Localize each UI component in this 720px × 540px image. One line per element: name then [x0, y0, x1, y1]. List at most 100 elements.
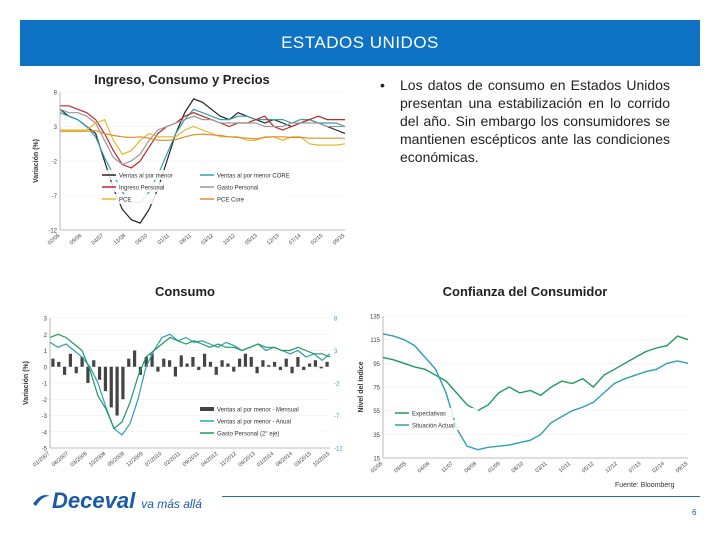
series-line	[60, 118, 346, 155]
y-tick-label: -1	[42, 382, 48, 388]
bar	[173, 366, 178, 377]
x-tick-label: 04/06	[417, 461, 431, 474]
legend-item: Ventas al por menor - Anual	[199, 416, 323, 426]
x-tick-label: 01/2014	[256, 451, 275, 468]
y-tick-label: 15	[373, 457, 380, 463]
bar	[51, 358, 55, 367]
bar	[185, 363, 189, 367]
series-line	[59, 108, 346, 203]
legend-item: PCE Core	[199, 194, 291, 204]
bar	[167, 360, 172, 367]
y2-tick-label: -2	[334, 382, 340, 388]
series-line	[60, 129, 345, 141]
bar	[74, 366, 78, 374]
x-tick-label: 03/2008	[70, 451, 89, 468]
x-tick-label: 03/2015	[294, 451, 313, 468]
bar	[132, 350, 137, 367]
x-tick-label: 05/13	[244, 233, 258, 246]
y-tick-label: 1	[44, 349, 48, 355]
y-tick-label: 2	[44, 333, 48, 339]
legend-bg	[101, 170, 193, 180]
bar	[319, 366, 323, 369]
x-tick-label: 09/15	[332, 233, 346, 246]
bar	[202, 353, 207, 367]
bar	[232, 366, 236, 372]
bar	[255, 366, 259, 374]
legend-bg	[199, 404, 323, 414]
y-axis-label: Nivel del índice	[358, 361, 365, 412]
x-tick-label: 04/07	[91, 233, 105, 246]
legend: Expectativas Situación Actual	[394, 408, 478, 430]
logo-slogan: va más allá	[141, 497, 202, 511]
legend-label: Situación Actual	[412, 424, 455, 430]
x-tick-label: 06/08	[464, 461, 478, 474]
legend-bg	[199, 416, 323, 426]
x-tick-label: 09/05	[393, 461, 407, 474]
y-tick-label: -3	[42, 414, 48, 420]
bar	[127, 358, 131, 367]
legend-item: Ventas al por menor - Mensual	[199, 404, 323, 414]
series-line	[60, 105, 345, 169]
x-tick-label: 09/15	[675, 461, 689, 474]
deceval-logo: Deceval va más allá	[30, 488, 202, 514]
legend-label: Gasto Personal	[217, 186, 258, 192]
logo-wordmark: Deceval	[52, 488, 136, 513]
chart-title: Consumo	[155, 284, 215, 299]
bar	[237, 358, 242, 367]
x-tick-label: 02/06	[47, 233, 61, 246]
legend-item: Gasto Personal (2° eje)	[199, 428, 323, 438]
legend-item: PCE	[101, 194, 193, 204]
legend-bg	[199, 170, 291, 180]
bar	[197, 366, 201, 370]
legend-item: Ingreso Personal	[101, 182, 193, 192]
x-tick-label: 03/12	[200, 233, 214, 246]
x-tick-label: 08/2007	[51, 451, 70, 468]
x-tick-label: 05/12	[581, 461, 595, 474]
consumption-chart: Consumo Variación (%) 3 2 1 0 -1 -2 -3 -4 -5 8 3 -2 -7…	[23, 284, 343, 468]
x-tick-label: 11/2012	[219, 451, 238, 468]
x-tick-label: 03/11	[534, 461, 548, 474]
bar	[68, 353, 73, 367]
x-tick-label: 10/11	[558, 461, 572, 474]
legend: Ventas al por menor Ventas al por menor C…	[101, 170, 291, 204]
bullet-text: Los datos de consumo en Estados Unidos p…	[400, 77, 670, 165]
bar	[156, 366, 160, 372]
legend-item: Gasto Personal	[199, 182, 291, 192]
legend-label: Ventas al por menor CORE	[217, 174, 290, 180]
bar	[249, 357, 253, 367]
bar	[162, 358, 166, 367]
y-axis-label: Variación (%)	[23, 361, 30, 405]
x-tick-label: 01/11	[157, 233, 171, 246]
x-tick-label: 12/13	[266, 233, 280, 246]
page-header: ESTADOS UNIDOS	[20, 20, 700, 66]
y-tick-label: -4	[42, 430, 48, 436]
bar	[103, 366, 108, 392]
bar	[80, 357, 84, 367]
bar	[62, 366, 67, 375]
legend-item: Ventas al por menor	[101, 170, 193, 180]
x-tick-label: 11/08	[113, 233, 127, 246]
x-tick-label: 12/2009	[126, 451, 145, 468]
x-tick-label: 07/2010	[144, 451, 163, 468]
x-tick-label: 02/05	[370, 461, 384, 474]
y2-tick-label: 8	[334, 317, 338, 323]
legend-bg	[199, 182, 291, 192]
legend-label: Ventas al por menor - Mensual	[217, 408, 299, 414]
legend-label: PCE Core	[217, 198, 245, 204]
y-tick-label: -2	[52, 160, 58, 166]
x-tick-label: 02/15	[310, 233, 324, 246]
y-tick-label: 75	[373, 386, 380, 392]
bar	[307, 363, 312, 367]
x-tick-label: 02/2011	[163, 451, 182, 468]
legend-item: Expectativas	[394, 408, 478, 418]
bar	[290, 366, 294, 374]
x-tick-label: 07/13	[628, 461, 642, 474]
series-line	[49, 333, 331, 430]
legend-bg	[101, 182, 193, 192]
y-tick-label: -12	[48, 229, 57, 235]
bar	[325, 361, 329, 367]
logo-swoosh-icon	[33, 495, 50, 506]
x-tick-label: 01/2007	[32, 451, 51, 468]
x-tick-label: 08/10	[511, 461, 525, 474]
bullet-dot: •	[380, 77, 385, 93]
